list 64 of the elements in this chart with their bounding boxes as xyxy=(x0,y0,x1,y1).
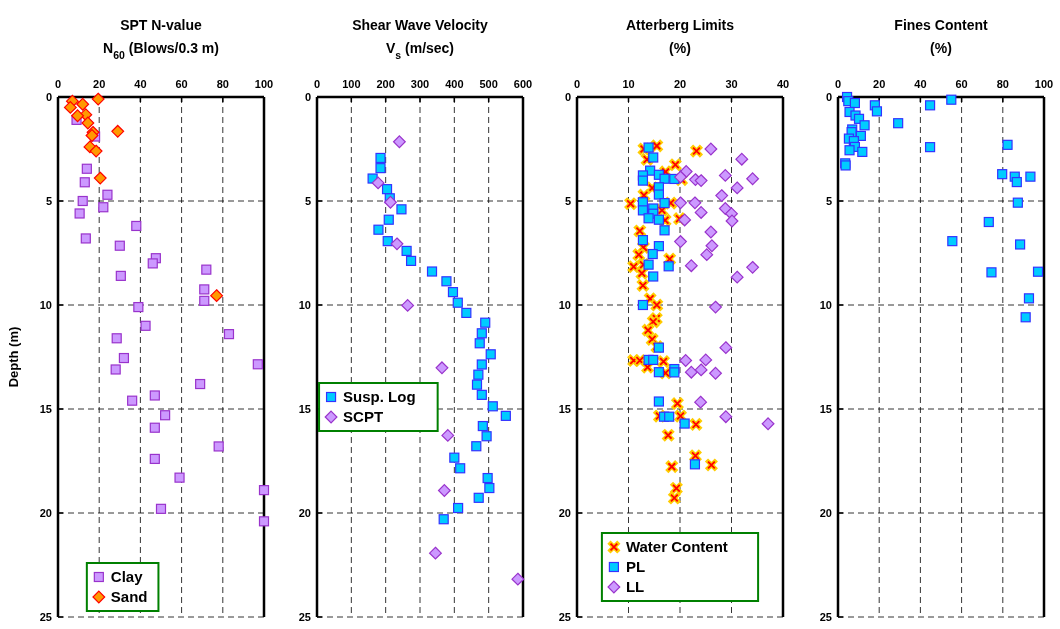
x-tick-label: 0 xyxy=(573,78,581,90)
x-tick-label: 20 xyxy=(873,78,886,90)
legend-label: LL xyxy=(625,578,645,595)
chart-title: Atterberg Limits xyxy=(625,17,735,33)
chart-subtitle: (%) xyxy=(930,40,952,56)
y-tick-label: 25 xyxy=(558,610,571,623)
y-tick-label: 15 xyxy=(558,402,571,415)
x-tick-label: 0 xyxy=(313,78,321,90)
x-tick-label: 40 xyxy=(914,78,927,90)
x-tick-label: 600 xyxy=(513,78,533,90)
x-tick-label: 500 xyxy=(479,78,498,90)
y-tick-label: 15 xyxy=(298,402,311,415)
y-tick-label: 5 xyxy=(564,194,571,207)
y-tick-label: 5 xyxy=(45,194,52,207)
chart-subtitle: N$_{60}$ (Blows/0.3 m) xyxy=(103,40,219,61)
x-tick-label: 10 xyxy=(622,78,635,90)
y-tick-label: 25 xyxy=(39,610,52,623)
y-tick-label: 5 xyxy=(825,194,832,207)
y-tick-label: 0 xyxy=(564,90,571,103)
chart-subtitle: (%) xyxy=(669,40,691,56)
x-tick-label: 100 xyxy=(1034,78,1054,90)
y-tick-label: 20 xyxy=(39,506,52,519)
x-tick-label: 60 xyxy=(955,78,968,90)
y-tick-label: 20 xyxy=(558,506,571,519)
y-tick-label: 0 xyxy=(45,90,52,103)
legend-label: Susp. Log xyxy=(343,388,416,405)
y-tick-label: 5 xyxy=(304,194,311,207)
y-tick-label: 25 xyxy=(298,610,311,623)
chart-title: Fines Content xyxy=(894,17,988,33)
legend-label: PL xyxy=(625,558,646,575)
y-tick-label: 15 xyxy=(39,402,52,415)
x-tick-label: 20 xyxy=(673,78,687,90)
x-tick-label: 80 xyxy=(216,78,229,90)
x-tick-label: 200 xyxy=(376,78,395,90)
x-tick-label: 0 xyxy=(834,78,842,90)
x-tick-label: 60 xyxy=(175,78,188,90)
legend-label: SCPT xyxy=(343,408,384,425)
x-tick-label: 100 xyxy=(342,78,361,90)
chart-title: SPT N-value xyxy=(120,17,203,33)
y-tick-label: 20 xyxy=(298,506,311,519)
x-tick-label: 400 xyxy=(445,78,464,90)
chart-subtitle: V$_{s}$ (m/sec) xyxy=(385,40,455,61)
x-tick-label: 40 xyxy=(776,78,790,90)
y-tick-label: 20 xyxy=(819,506,832,519)
x-tick-label: 80 xyxy=(996,78,1009,90)
x-tick-label: 300 xyxy=(410,78,430,90)
y-tick-label: 0 xyxy=(825,90,832,103)
y-tick-label: 0 xyxy=(304,90,311,103)
y-tick-label: 10 xyxy=(558,298,571,311)
y-tick-label: 25 xyxy=(819,610,832,623)
chart-title: Shear Wave Velocity xyxy=(352,17,489,33)
legend-label: Sand xyxy=(110,588,148,605)
x-tick-label: 40 xyxy=(134,78,147,90)
x-tick-label: 30 xyxy=(725,78,738,90)
x-tick-label: 100 xyxy=(254,78,274,90)
y-tick-label: 15 xyxy=(819,402,832,415)
y-axis-title: Depth (m) xyxy=(6,326,21,388)
y-tick-label: 10 xyxy=(298,298,311,311)
y-tick-label: 10 xyxy=(39,298,52,311)
x-tick-label: 0 xyxy=(54,78,62,90)
y-tick-label: 10 xyxy=(819,298,832,311)
legend-label: Water Content xyxy=(625,538,728,555)
legend-label: Clay xyxy=(110,568,144,585)
x-tick-label: 20 xyxy=(93,78,106,90)
